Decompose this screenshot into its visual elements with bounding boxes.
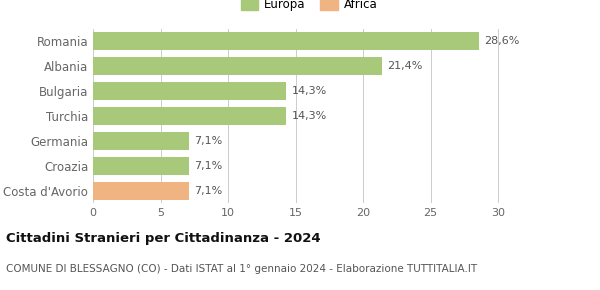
Bar [93,157,189,175]
Bar [93,107,286,125]
Bar [93,32,479,50]
Bar [93,132,189,150]
Text: 14,3%: 14,3% [292,86,327,96]
Text: Cittadini Stranieri per Cittadinanza - 2024: Cittadini Stranieri per Cittadinanza - 2… [6,232,320,245]
Text: 7,1%: 7,1% [194,136,223,146]
Text: 7,1%: 7,1% [194,161,223,171]
Text: 28,6%: 28,6% [485,37,520,46]
Text: 21,4%: 21,4% [388,61,422,71]
Bar [93,57,382,75]
Text: 7,1%: 7,1% [194,186,223,195]
Bar [93,82,286,100]
Legend: Europa, Africa: Europa, Africa [237,0,381,14]
Text: COMUNE DI BLESSAGNO (CO) - Dati ISTAT al 1° gennaio 2024 - Elaborazione TUTTITAL: COMUNE DI BLESSAGNO (CO) - Dati ISTAT al… [6,264,477,274]
Text: 14,3%: 14,3% [292,111,327,121]
Bar [93,182,189,200]
